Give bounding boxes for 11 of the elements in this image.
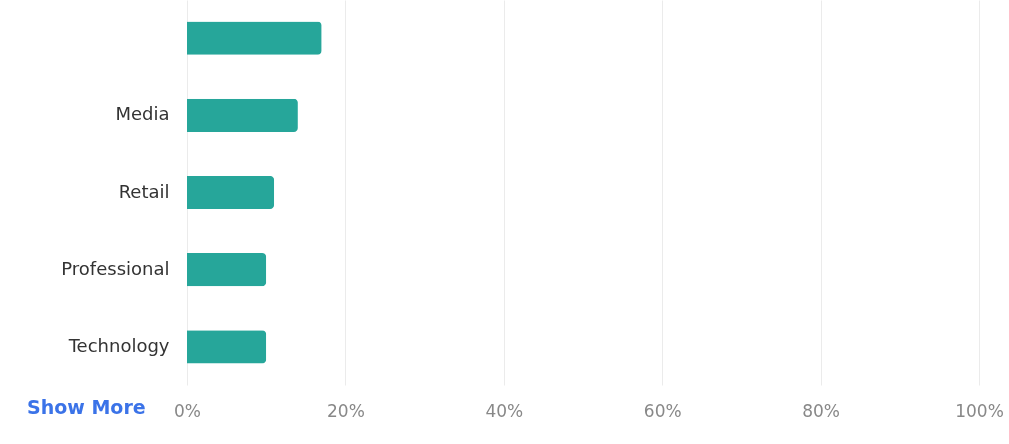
- x-tick-label: 80%: [802, 400, 840, 421]
- x-tick-label: 100%: [955, 400, 1004, 421]
- y-tick-label: Technology: [67, 334, 170, 356]
- x-tick-label: 20%: [327, 400, 365, 421]
- y-tick-label: Professional: [61, 257, 170, 279]
- y-tick-label: Media: [115, 103, 170, 125]
- x-tick-label: 40%: [485, 400, 524, 421]
- x-tick-label: 60%: [643, 400, 682, 421]
- y-tick-label: Retail: [118, 180, 170, 202]
- x-tick-label: 0%: [174, 400, 201, 421]
- text: Show More: [27, 396, 146, 418]
